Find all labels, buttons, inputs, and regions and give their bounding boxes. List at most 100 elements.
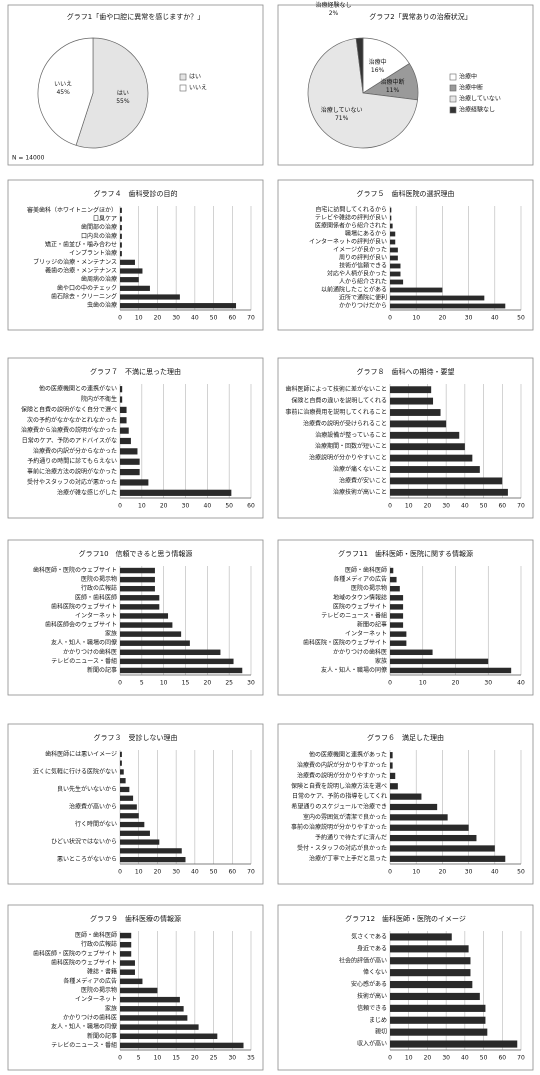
bar — [390, 957, 471, 965]
x-tick-label: 20 — [204, 680, 212, 687]
y-tick-label: 保険と自費を説明し治療方法を選べ — [291, 782, 387, 790]
x-tick-label: 60 — [247, 503, 255, 510]
bar — [390, 824, 469, 831]
bar — [120, 667, 243, 674]
y-tick-label: 他の医療機関との連携がない — [39, 385, 117, 393]
bar — [120, 932, 132, 939]
bar — [390, 295, 485, 301]
bar — [120, 437, 131, 445]
y-tick-label: 歯や口の中のチェック — [57, 284, 117, 292]
bar — [390, 803, 438, 811]
y-tick-label: 雑誌・書籍 — [87, 968, 117, 976]
bar — [120, 786, 130, 793]
y-tick-label: 他の医療機関と連携があった — [309, 751, 387, 759]
x-tick-label: 50 — [210, 869, 218, 876]
pie-slice — [75, 37, 149, 149]
x-tick-label: 60 — [498, 503, 506, 510]
y-tick-label: 周りの評判が良い — [339, 254, 387, 262]
bar — [120, 821, 145, 828]
bar — [390, 793, 422, 800]
y-tick-label: 医院の掲示物 — [81, 986, 117, 994]
y-tick-label: 身近である — [357, 944, 387, 952]
bar — [390, 752, 393, 759]
x-tick-label: 30 — [484, 680, 492, 687]
x-tick-label: 0 — [118, 503, 122, 510]
bar — [120, 277, 139, 283]
chart-title: グラフ３ 受診しない理由 — [94, 733, 178, 742]
x-tick-label: 70 — [517, 503, 525, 510]
bar — [390, 207, 392, 213]
y-tick-label: 悪いところがないから — [57, 855, 117, 863]
bar — [120, 640, 190, 646]
y-tick-label: 医師・歯科医師 — [75, 931, 117, 939]
bar — [390, 397, 434, 405]
x-tick-label: 30 — [172, 869, 180, 876]
bar — [120, 294, 180, 300]
x-tick-label: 30 — [442, 503, 450, 510]
bar — [120, 622, 173, 628]
bar — [120, 303, 237, 309]
x-tick-label: 5 — [137, 1055, 141, 1062]
bar — [390, 658, 489, 665]
y-tick-label: 対応や人柄が良かった — [327, 270, 387, 278]
bar — [120, 406, 127, 414]
x-tick-label: 0 — [388, 503, 392, 510]
pie-slice — [362, 37, 410, 94]
legend-swatch — [449, 84, 457, 92]
x-tick-label: 30 — [228, 1055, 236, 1062]
y-tick-label: 治療説明が分かりやすいこと — [309, 454, 387, 462]
y-tick-label: 歯科医院のウェブサイト — [51, 959, 117, 967]
y-tick-label: 医院の掲示物 — [351, 584, 387, 592]
y-tick-label: 事前の治療説明が分かりやすかった — [291, 823, 387, 831]
x-tick-label: 20 — [439, 315, 447, 322]
bar — [390, 279, 404, 285]
bar — [120, 795, 134, 801]
y-tick-label: 歯科医院・医院のウェブサイト — [303, 639, 387, 647]
bar — [390, 255, 398, 261]
y-tick-label: 治療期間・回数が短いこと — [315, 442, 387, 450]
bar — [390, 477, 503, 485]
bar — [390, 431, 460, 439]
bar — [120, 1024, 199, 1030]
legend-label: はい — [189, 74, 201, 81]
bar — [120, 396, 123, 403]
x-tick-label: 60 — [498, 1055, 506, 1062]
x-tick-label: 15 — [182, 680, 190, 687]
y-tick-label: 室内の雰囲気が清潔で良かった — [303, 813, 387, 821]
chart-title: グラフ８ 歯科への期待・要望 — [357, 367, 455, 376]
y-tick-label: インターネット — [345, 630, 387, 638]
y-tick-label: 治療費の説明が受けられること — [303, 419, 387, 427]
bar — [120, 268, 143, 274]
y-tick-label: 友人・知人・職場の同僚 — [321, 666, 387, 674]
y-tick-label: テレビのニュース・番組 — [321, 611, 387, 619]
y-tick-label: 家族 — [105, 630, 117, 638]
x-tick-label: 40 — [491, 315, 499, 322]
x-tick-label: 30 — [182, 503, 190, 510]
y-tick-label: 社会的評価が高い — [339, 956, 387, 964]
y-tick-label: 日常のケア、予防のアドバイスがな — [22, 437, 117, 445]
y-tick-label: かかりつけの歯科医 — [63, 1013, 117, 1021]
bar — [120, 813, 139, 819]
x-tick-label: 35 — [247, 1055, 255, 1062]
x-tick-label: 0 — [118, 315, 122, 322]
bar — [390, 239, 396, 245]
bar — [120, 778, 126, 784]
x-tick-label: 40 — [191, 869, 199, 876]
note: N = 14000 — [12, 155, 45, 162]
y-tick-label: インターネット — [75, 995, 117, 1003]
bar — [390, 631, 407, 637]
bar — [120, 960, 135, 966]
slice-value-label: 55% — [116, 98, 130, 105]
chart-title: グラフ７ 不満に思った理由 — [90, 367, 181, 376]
bar — [120, 804, 137, 810]
x-tick-label: 20 — [439, 869, 447, 876]
bar — [390, 1004, 486, 1012]
bar — [390, 933, 452, 941]
bar — [390, 945, 469, 953]
pie-slice — [37, 37, 94, 146]
bar — [120, 839, 160, 845]
x-tick-label: 10 — [160, 680, 168, 687]
bar — [120, 489, 232, 496]
y-tick-label: 治療費から治療費の説明がなかった — [21, 426, 117, 434]
y-tick-label: イメージが良かった — [333, 246, 387, 254]
